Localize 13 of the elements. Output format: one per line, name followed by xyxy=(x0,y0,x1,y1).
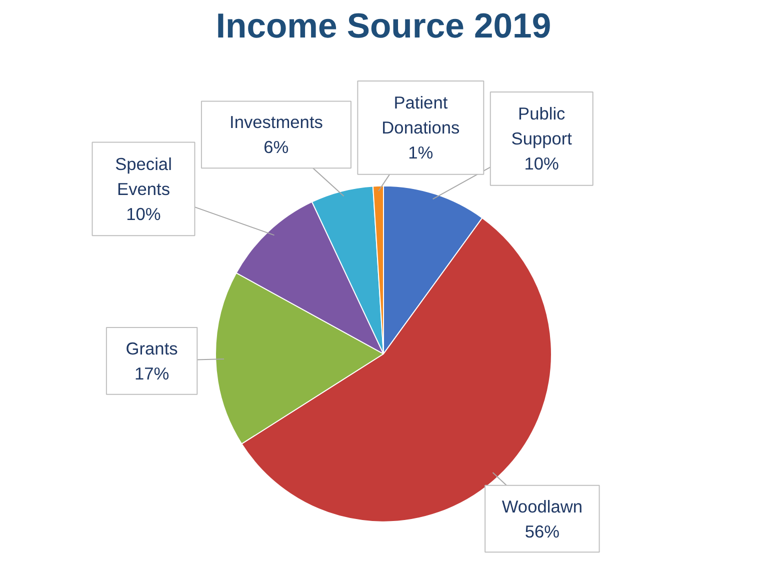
slice-label: Woodlawn xyxy=(502,496,582,516)
data-label: 17% xyxy=(134,363,170,384)
data-label: 56% xyxy=(524,521,560,542)
data-label: 10% xyxy=(524,154,559,174)
slice-label: Public Support xyxy=(511,104,572,149)
slice-label: Special Events xyxy=(115,154,172,199)
data-label: 6% xyxy=(264,137,289,158)
chart-title: Income Source 2019 xyxy=(216,8,552,46)
data-label: 1% xyxy=(408,142,434,163)
slice-label: Grants xyxy=(126,338,178,358)
data-label: 10% xyxy=(126,204,161,224)
slice-label: Patient Donations xyxy=(382,92,460,138)
slice-label: Investments xyxy=(230,112,324,132)
